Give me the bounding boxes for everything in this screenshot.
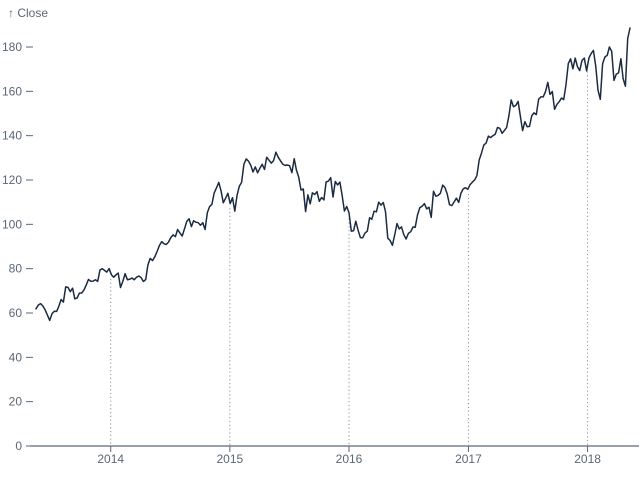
year-rules: [110, 71, 589, 445]
y-axis: 0 20 40 60 80 100 120 140 160 180: [2, 40, 33, 453]
x-tick-label: 2015: [217, 452, 244, 466]
y-tick-label: 100: [2, 217, 22, 231]
x-tick-label: 2014: [97, 452, 124, 466]
y-tick-label: 140: [2, 129, 22, 143]
x-tick-label: 2017: [455, 452, 482, 466]
y-tick-label: 80: [9, 262, 23, 276]
y-tick-label: 0: [15, 439, 22, 453]
y-tick-label: 180: [2, 40, 22, 54]
x-tick-label: 2016: [336, 452, 363, 466]
y-tick-label: 60: [9, 306, 23, 320]
close-price-line: [35, 27, 631, 322]
y-axis-label: ↑ Close: [8, 6, 48, 20]
y-tick-label: 120: [2, 173, 22, 187]
y-tick-label: 20: [9, 395, 23, 409]
y-tick-label: 160: [2, 84, 22, 98]
plot-line-group: [35, 27, 631, 322]
x-axis: 2014 2015 2016 2017 2018: [30, 445, 639, 466]
y-tick-label: 40: [9, 350, 23, 364]
x-tick-label: 2018: [574, 452, 601, 466]
